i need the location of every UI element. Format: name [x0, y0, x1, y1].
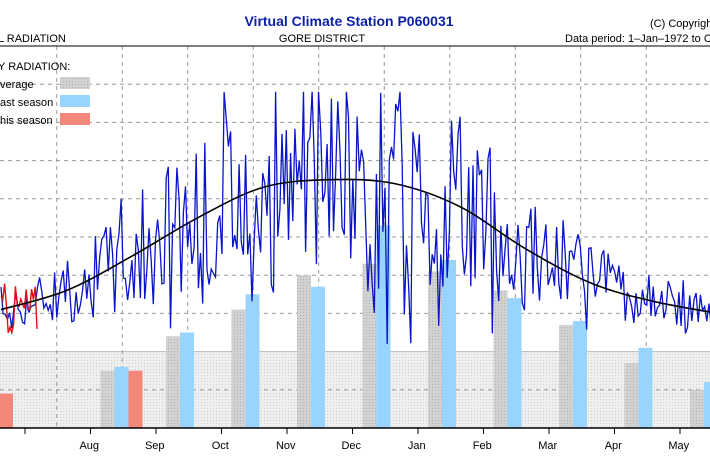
x-tick-label: Mar [538, 440, 557, 452]
legend-swatch-this-season [60, 113, 90, 125]
x-tick-label: Aug [79, 440, 99, 452]
x-tick-label: Dec [341, 440, 361, 452]
legend-heading: Y RADIATION: [0, 61, 70, 73]
bar-last-season [311, 286, 325, 428]
plot-area: AugSepOctNovDecJanFebMarAprMayJu [0, 45, 710, 452]
legend-label-average: verage [0, 79, 34, 91]
x-axis-ticks: AugSepOctNovDecJanFebMarAprMayJu [24, 428, 690, 452]
x-tick-label: May [668, 440, 689, 452]
bar-last-season [442, 259, 456, 428]
bar-average [624, 363, 639, 428]
x-tick-label: Jan [408, 440, 426, 452]
bar-average [493, 290, 508, 428]
x-tick-label: Sep [145, 440, 165, 452]
legend-item-average: verage [0, 77, 90, 91]
legend-swatch-last-season [60, 95, 90, 107]
bar-last-season [245, 294, 260, 428]
variable-label: L RADIATION [0, 33, 66, 45]
bar-this-season [0, 393, 13, 428]
bar-average [297, 275, 311, 428]
x-tick-label: Oct [212, 440, 229, 452]
bar-last-season [704, 382, 710, 428]
legend-item-last-season: ast season [0, 95, 90, 109]
daily-lines [0, 91, 710, 345]
bar-average [690, 389, 704, 428]
data-period-label: Data period: 1–Jan–1972 to C [565, 33, 710, 45]
bar-last-season [376, 225, 391, 428]
bar-last-season [114, 366, 129, 428]
legend-swatch-average [60, 77, 90, 89]
x-tick-label: Feb [473, 440, 492, 452]
bar-average [231, 309, 246, 428]
line-this-season-daily [0, 283, 38, 336]
x-tick-label: Apr [605, 440, 622, 452]
legend-label-this-season: his season [0, 115, 53, 127]
bar-this-season [128, 370, 143, 428]
district-label: GORE DISTRICT [279, 33, 365, 45]
bar-average [100, 370, 115, 428]
legend-label-last-season: ast season [0, 97, 53, 109]
bar-average [362, 263, 377, 428]
bar-last-season [638, 347, 653, 428]
copyright-text: (C) Copyright [650, 18, 710, 30]
bar-last-season [507, 298, 522, 428]
bar-average [166, 336, 180, 428]
monthly-bars [0, 225, 710, 428]
line-last-season-daily [0, 91, 710, 345]
legend-item-this-season: his season [0, 113, 90, 127]
line-average-smoothed [0, 178, 710, 313]
x-tick-label: Nov [276, 440, 296, 452]
legend: Y RADIATION: verage ast season his seaso… [0, 61, 90, 127]
bar-last-season [573, 321, 587, 428]
bar-average [559, 324, 573, 428]
bar-last-season [180, 332, 194, 428]
chart-title: Virtual Climate Station P060031 [244, 13, 453, 29]
